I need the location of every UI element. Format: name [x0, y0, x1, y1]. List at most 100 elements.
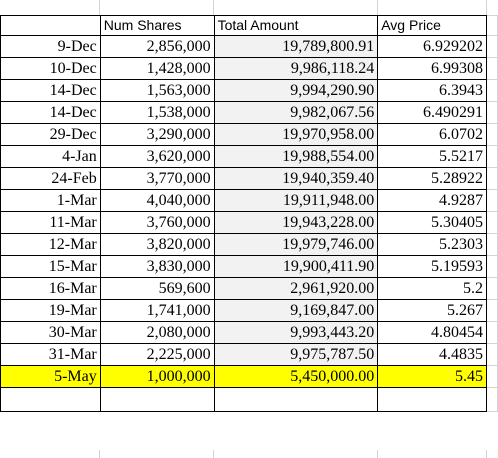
date-cell[interactable]: 14-Dec [0, 79, 101, 102]
table-row: 14-Dec 1,563,000 9,994,290.90 6.3943 [0, 79, 498, 102]
date-cell[interactable]: 1-Mar [0, 189, 101, 212]
empty-cell[interactable] [485, 15, 498, 36]
header-date-cell[interactable] [0, 15, 101, 36]
header-num-shares[interactable]: Num Shares [99, 15, 215, 36]
num-shares-cell[interactable]: 3,760,000 [99, 211, 215, 234]
num-shares-cell[interactable]: 3,620,000 [99, 145, 215, 168]
date-cell[interactable]: 24-Feb [0, 167, 101, 190]
total-amount-cell[interactable]: 19,943,228.00 [213, 211, 379, 234]
total-amount-cell[interactable]: 19,940,359.40 [213, 167, 379, 190]
date-cell[interactable]: 12-Mar [0, 233, 101, 256]
empty-cell[interactable] [485, 365, 498, 388]
date-cell[interactable]: 16-Mar [0, 277, 101, 300]
empty-cell[interactable] [485, 233, 498, 256]
num-shares-cell[interactable]: 1,741,000 [99, 299, 215, 322]
date-cell[interactable]: 14-Dec [0, 101, 101, 124]
total-amount-cell[interactable]: 9,975,787.50 [213, 343, 379, 366]
date-cell[interactable]: 15-Mar [0, 255, 101, 278]
total-amount-cell[interactable]: 9,982,067.56 [213, 101, 379, 124]
avg-price-cell[interactable]: 5.28922 [377, 167, 487, 190]
date-cell[interactable]: 11-Mar [0, 211, 101, 234]
avg-price-cell[interactable]: 6.0702 [377, 123, 487, 146]
num-shares-cell[interactable]: 1,428,000 [99, 57, 215, 80]
empty-cell[interactable] [213, 387, 379, 412]
date-cell[interactable]: 5-May [0, 365, 101, 388]
num-shares-cell[interactable]: 2,225,000 [99, 343, 215, 366]
empty-cell[interactable] [485, 321, 498, 344]
avg-price-cell[interactable]: 4.80454 [377, 321, 487, 344]
header-total-amount[interactable]: Total Amount [213, 15, 379, 36]
total-amount-cell[interactable]: 19,900,411.90 [213, 255, 379, 278]
empty-cell[interactable] [485, 123, 498, 146]
top-grid-strip [0, 0, 498, 15]
empty-cell[interactable] [485, 343, 498, 366]
date-cell[interactable]: 9-Dec [0, 35, 101, 58]
table-row: 11-Mar 3,760,000 19,943,228.00 5.30405 [0, 211, 498, 234]
avg-price-cell[interactable]: 6.490291 [377, 101, 487, 124]
date-cell[interactable]: 19-Mar [0, 299, 101, 322]
table-row: 19-Mar 1,741,000 9,169,847.00 5.267 [0, 299, 498, 322]
empty-cell[interactable] [0, 387, 101, 412]
num-shares-cell[interactable]: 3,820,000 [99, 233, 215, 256]
avg-price-cell[interactable]: 4.4835 [377, 343, 487, 366]
num-shares-cell[interactable]: 1,538,000 [99, 101, 215, 124]
empty-cell[interactable] [485, 387, 498, 412]
empty-cell[interactable] [485, 211, 498, 234]
avg-price-cell[interactable]: 5.45 [377, 365, 487, 388]
total-amount-cell[interactable]: 19,988,554.00 [213, 145, 379, 168]
total-amount-cell[interactable]: 19,789,800.91 [213, 35, 379, 58]
empty-cell[interactable] [485, 299, 498, 322]
empty-cell[interactable] [485, 145, 498, 168]
num-shares-cell[interactable]: 3,830,000 [99, 255, 215, 278]
avg-price-cell[interactable]: 5.5217 [377, 145, 487, 168]
avg-price-cell[interactable]: 5.19593 [377, 255, 487, 278]
empty-cell[interactable] [485, 57, 498, 80]
avg-price-cell[interactable]: 5.30405 [377, 211, 487, 234]
avg-price-cell[interactable]: 6.99308 [377, 57, 487, 80]
empty-cell[interactable] [485, 101, 498, 124]
header-avg-price[interactable]: Avg Price [377, 15, 487, 36]
empty-cell[interactable] [485, 35, 498, 58]
date-cell[interactable]: 29-Dec [0, 123, 101, 146]
num-shares-cell[interactable]: 569,600 [99, 277, 215, 300]
num-shares-cell[interactable]: 3,290,000 [99, 123, 215, 146]
total-amount-cell[interactable]: 9,986,118.24 [213, 57, 379, 80]
avg-price-cell[interactable]: 5.2 [377, 277, 487, 300]
avg-price-cell[interactable]: 5.267 [377, 299, 487, 322]
num-shares-cell[interactable]: 1,000,000 [99, 365, 215, 388]
total-amount-cell[interactable]: 9,169,847.00 [213, 299, 379, 322]
total-amount-cell[interactable]: 9,994,290.90 [213, 79, 379, 102]
table-row: 5-May 1,000,000 5,450,000.00 5.45 [0, 365, 498, 388]
table-row: 12-Mar 3,820,000 19,979,746.00 5.2303 [0, 233, 498, 256]
date-cell[interactable]: 31-Mar [0, 343, 101, 366]
empty-cell[interactable] [485, 277, 498, 300]
num-shares-cell[interactable]: 4,040,000 [99, 189, 215, 212]
avg-price-cell[interactable]: 6.929202 [377, 35, 487, 58]
table-row: 9-Dec 2,856,000 19,789,800.91 6.929202 [0, 35, 498, 58]
num-shares-cell[interactable]: 2,080,000 [99, 321, 215, 344]
date-cell[interactable]: 30-Mar [0, 321, 101, 344]
num-shares-cell[interactable]: 1,563,000 [99, 79, 215, 102]
empty-cell[interactable] [485, 255, 498, 278]
total-amount-cell[interactable]: 19,979,746.00 [213, 233, 379, 256]
num-shares-cell[interactable]: 3,770,000 [99, 167, 215, 190]
total-amount-cell[interactable]: 19,970,958.00 [213, 123, 379, 146]
empty-row [0, 387, 498, 412]
avg-price-cell[interactable]: 5.2303 [377, 233, 487, 256]
empty-cell[interactable] [485, 189, 498, 212]
date-cell[interactable]: 10-Dec [0, 57, 101, 80]
empty-cell[interactable] [377, 387, 487, 412]
empty-cell[interactable] [99, 387, 215, 412]
avg-price-cell[interactable]: 4.9287 [377, 189, 487, 212]
table-row: 14-Dec 1,538,000 9,982,067.56 6.490291 [0, 101, 498, 124]
date-cell[interactable]: 4-Jan [0, 145, 101, 168]
total-amount-cell[interactable]: 9,993,443.20 [213, 321, 379, 344]
num-shares-cell[interactable]: 2,856,000 [99, 35, 215, 58]
empty-cell[interactable] [485, 79, 498, 102]
avg-price-cell[interactable]: 6.3943 [377, 79, 487, 102]
total-amount-cell[interactable]: 5,450,000.00 [213, 365, 379, 388]
total-amount-cell[interactable]: 2,961,920.00 [213, 277, 379, 300]
empty-cell[interactable] [485, 167, 498, 190]
total-amount-cell[interactable]: 19,911,948.00 [213, 189, 379, 212]
